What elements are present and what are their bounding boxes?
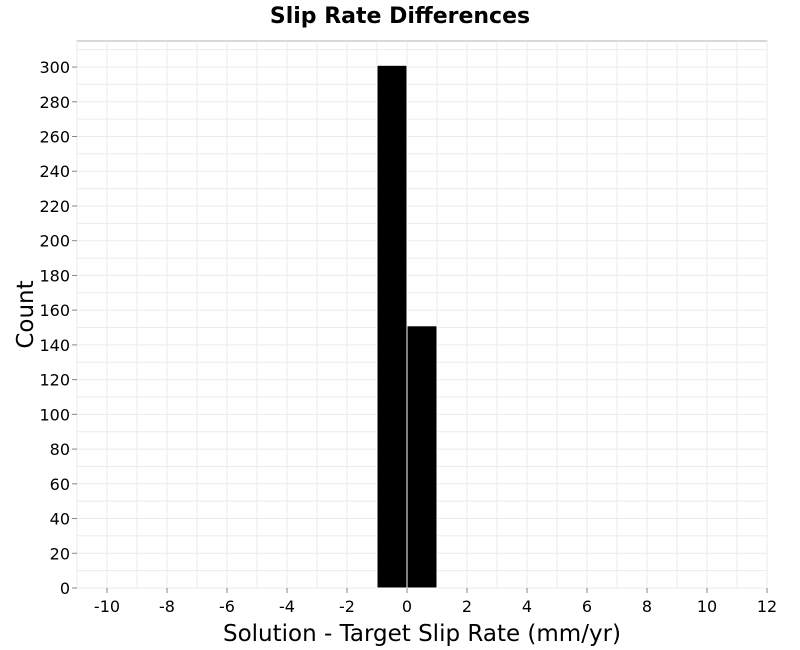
y-tick-label: 160 (39, 301, 70, 320)
x-axis-label: Solution - Target Slip Rate (mm/yr) (223, 621, 621, 647)
y-tick-label: 260 (39, 128, 70, 147)
x-tick-label: -8 (159, 597, 175, 616)
x-tick-label: -6 (219, 597, 235, 616)
x-tick-label: 2 (462, 597, 472, 616)
y-tick-label: 100 (39, 405, 70, 424)
y-tick-label: 220 (39, 197, 70, 216)
x-tick-label: 12 (757, 597, 777, 616)
y-tick-label: 80 (50, 440, 70, 459)
chart-title: Slip Rate Differences (270, 4, 530, 29)
x-tick-label: 4 (522, 597, 532, 616)
y-tick-label: 20 (50, 544, 70, 563)
x-axis-ticks: -10 -8 -6 -4 -2 0 2 4 6 8 10 12 (94, 588, 777, 616)
y-tick-label: 40 (50, 510, 70, 529)
x-tick-label: 6 (582, 597, 592, 616)
y-tick-label: 120 (39, 371, 70, 390)
x-tick-label: 10 (697, 597, 717, 616)
y-tick-label: 140 (39, 336, 70, 355)
histogram-bar (406, 325, 438, 589)
x-tick-label: 0 (402, 597, 412, 616)
histogram-bar (376, 64, 408, 589)
y-tick-label: 200 (39, 232, 70, 251)
x-tick-label: -2 (339, 597, 355, 616)
y-axis-ticks: 0 20 40 60 80 100 120 140 160 180 200 220 240 260 280 3… (39, 58, 77, 598)
x-tick-label: -4 (279, 597, 295, 616)
y-axis-label: Count (13, 280, 39, 348)
x-tick-label: -10 (94, 597, 120, 616)
bars (376, 64, 438, 589)
y-tick-label: 240 (39, 162, 70, 181)
y-tick-label: 60 (50, 475, 70, 494)
y-tick-label: 280 (39, 93, 70, 112)
y-tick-label: 300 (39, 58, 70, 77)
y-tick-label: 180 (39, 266, 70, 285)
x-tick-label: 8 (642, 597, 652, 616)
y-tick-label: 0 (60, 579, 70, 598)
